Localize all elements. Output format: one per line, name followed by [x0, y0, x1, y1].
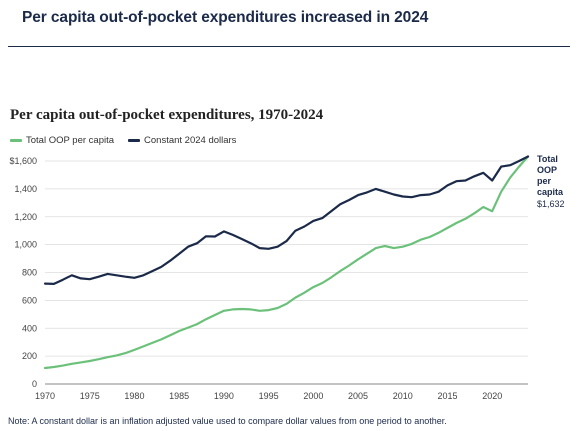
x-tick-label: 2015 — [437, 391, 457, 401]
y-tick-label: 1,000 — [14, 240, 37, 250]
x-tick-label: 1980 — [124, 391, 144, 401]
legend-label-constant: Constant 2024 dollars — [144, 135, 237, 146]
x-tick-label: 1995 — [259, 391, 279, 401]
legend-swatch-total — [10, 139, 22, 142]
y-tick-label: 1,200 — [14, 212, 37, 222]
end-label-value: $1,632 — [537, 199, 565, 209]
legend-label-total: Total OOP per capita — [26, 135, 115, 146]
chart-footnote: Note: A constant dollar is an inflation … — [8, 416, 447, 426]
y-tick-label: 800 — [22, 268, 37, 278]
y-tick-label: 400 — [22, 323, 37, 333]
y-tick-label: 200 — [22, 351, 37, 361]
chart-legend: Total OOP per capita Constant 2024 dolla… — [10, 135, 236, 146]
series-line-total-oop — [43, 155, 530, 370]
x-tick-label: 1985 — [169, 391, 189, 401]
legend-swatch-constant — [128, 139, 141, 142]
x-tick-label: 2005 — [348, 391, 368, 401]
y-tick-label: 1,400 — [14, 184, 37, 194]
x-tick-label: 2000 — [303, 391, 323, 401]
x-tick-label: 1990 — [214, 391, 234, 401]
x-tick-label: 2010 — [393, 391, 413, 401]
page-headline: Per capita out-of-pocket expenditures in… — [22, 9, 429, 26]
y-tick-label: 600 — [22, 295, 37, 305]
y-tick-label: $1,600 — [9, 156, 37, 166]
x-tick-label: 1975 — [80, 391, 100, 401]
x-tick-label: 1970 — [35, 391, 55, 401]
chart-title: Per capita out-of-pocket expenditures, 1… — [10, 107, 324, 123]
series-line-constant-dollars — [43, 155, 530, 285]
headline-divider — [8, 46, 570, 47]
y-tick-label: 0 — [32, 379, 37, 389]
legend-item-total: Total OOP per capita — [10, 135, 114, 146]
x-tick-label: 2020 — [482, 391, 502, 401]
legend-item-constant: Constant 2024 dollars — [128, 135, 236, 146]
end-label-series-name: Total OOP per capita — [537, 154, 564, 197]
end-value-label: Total OOP per capita $1,632 — [537, 154, 571, 210]
